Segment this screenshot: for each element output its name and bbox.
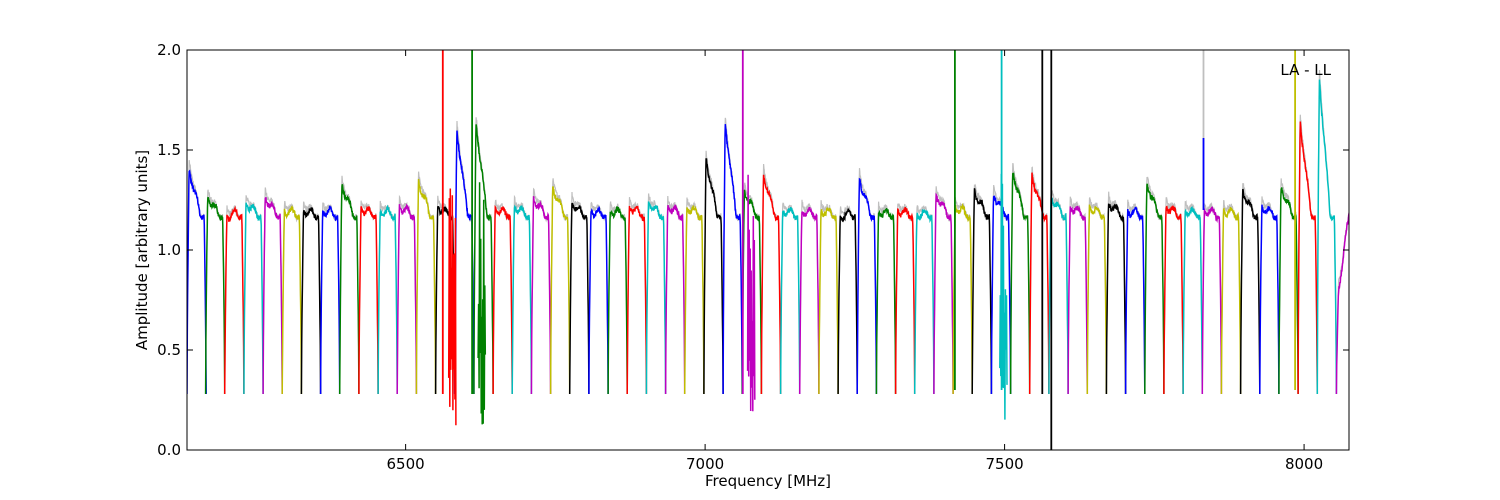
spectral-window-6 [300, 207, 322, 395]
spectral-window-39 [933, 192, 954, 395]
x-tick-label-1: 7000 [686, 455, 724, 473]
spectral-window-31 [779, 206, 801, 395]
spectral-window-44 [1028, 172, 1050, 395]
x-tick-label-2: 7500 [985, 455, 1023, 473]
spectral-window-25 [664, 204, 686, 395]
spectral-window-41 [971, 188, 993, 395]
y-tick-label-4: 2.0 [157, 41, 181, 59]
spectral-window-43 [1009, 172, 1031, 395]
x-tick-label-0: 6500 [387, 455, 425, 473]
y-tick-label-0: 0.0 [157, 441, 181, 459]
spectral-window-21 [588, 206, 609, 395]
background-window-31 [779, 202, 801, 395]
spectral-window-16 [492, 204, 513, 395]
plot-background [187, 50, 1349, 450]
spectral-window-38 [913, 208, 935, 395]
spectral-window-1 [204, 196, 226, 395]
background-window-34 [837, 205, 858, 395]
spectral-window-7 [319, 205, 341, 395]
spectral-window-0 [187, 169, 207, 395]
spectral-window-56 [1259, 204, 1280, 395]
spectral-window-20 [568, 202, 590, 395]
spectral-window-17 [511, 204, 533, 395]
spectral-window-18 [530, 196, 552, 395]
y-tick-label-3: 1.5 [157, 141, 181, 159]
spectral-window-19 [549, 186, 571, 395]
spectral-window-53 [1201, 206, 1223, 395]
spectral-window-28 [722, 124, 743, 395]
spectral-window-5 [281, 205, 303, 395]
spectral-window-36 [875, 208, 897, 395]
spectral-window-58 [1297, 121, 1319, 395]
spectral-window-10 [377, 204, 398, 395]
spectral-window-27 [703, 158, 724, 395]
tick-layer: 6500 7000 7500 8000 0.0 0.5 1.0 1.5 2.0 [157, 41, 1349, 473]
spectral-window-26 [683, 205, 705, 395]
spectral-window-35 [856, 177, 878, 395]
spectral-window-34 [837, 208, 858, 395]
spectral-window-14 [453, 130, 475, 395]
spectral-window-60 [1335, 209, 1349, 395]
y-tick-label-1: 0.5 [157, 341, 181, 359]
spectral-window-4 [262, 197, 283, 395]
spectral-window-33 [818, 206, 839, 395]
x-axis-label: Frequency [MHz] [705, 472, 831, 490]
spectral-window-11 [396, 203, 418, 395]
spectral-window-8 [338, 184, 360, 395]
deep-dip-1 [477, 182, 487, 425]
y-tick-label-2: 1.0 [157, 241, 181, 259]
spectral-window-12 [415, 178, 437, 395]
spectral-window-54 [1220, 206, 1242, 395]
spectral-window-59 [1316, 79, 1338, 395]
spectral-window-37 [894, 207, 916, 395]
spectral-window-40 [952, 202, 973, 395]
deep-dip-0 [447, 188, 457, 426]
spectral-window-3 [243, 202, 264, 395]
spectral-window-51 [1163, 205, 1184, 395]
spectral-window-49 [1124, 206, 1146, 395]
series-layer [187, 50, 1349, 450]
spectral-window-24 [645, 201, 667, 395]
spectral-window-15 [473, 124, 494, 395]
spectral-window-29 [741, 189, 763, 395]
spectral-window-52 [1182, 206, 1204, 395]
spectral-window-23 [626, 205, 648, 395]
spectral-window-48 [1105, 203, 1127, 395]
spectral-window-55 [1239, 188, 1261, 395]
background-window-46 [1067, 196, 1088, 395]
spectral-window-50 [1144, 183, 1165, 395]
spectral-window-2 [223, 205, 245, 395]
background-window-43 [1009, 162, 1031, 395]
background-window-55 [1239, 182, 1261, 395]
spectral-window-32 [798, 206, 820, 395]
background-window-23 [626, 197, 648, 395]
spectral-window-30 [760, 174, 782, 395]
y-axis-label: Amplitude [arbitrary units] [133, 150, 151, 350]
spectral-window-46 [1067, 205, 1089, 395]
deep-dip-2 [746, 174, 756, 412]
spectral-window-9 [358, 205, 379, 395]
spectral-window-22 [607, 206, 628, 395]
plot-annotation: LA - LL [1280, 61, 1331, 79]
background-window-22 [607, 201, 628, 395]
x-tick-label-3: 8000 [1285, 455, 1323, 473]
spectral-window-47 [1086, 204, 1108, 395]
